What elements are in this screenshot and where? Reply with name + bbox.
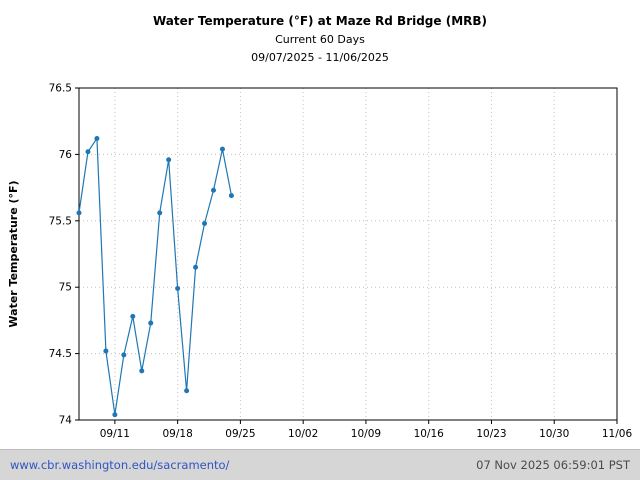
y-tick-label: 74 [59, 415, 73, 427]
x-tick-label: 11/06 [602, 428, 633, 440]
chart-header: Water Temperature (°F) at Maze Rd Bridge… [0, 12, 640, 67]
y-tick-label: 75.5 [49, 215, 72, 227]
x-tick-label: 09/25 [225, 428, 255, 440]
x-tick-label: 10/23 [476, 428, 506, 440]
footer-timestamp: 07 Nov 2025 06:59:01 PST [476, 458, 630, 472]
water-temperature-chart: 74 74.5 75 75.5 76 76.5 09/11 09/18 09/25 10/02 10… [7, 83, 633, 441]
chart-line [78, 136, 233, 415]
chart-subtitle: Current 60 Days [275, 33, 365, 46]
data-point [121, 352, 127, 358]
x-tick-label: 10/09 [351, 428, 381, 440]
data-point [228, 193, 234, 199]
footer-link[interactable]: www.cbr.washington.edu/sacramento/ [10, 458, 230, 472]
y-tick-label: 74.5 [49, 348, 72, 360]
x-tick-label: 10/16 [414, 428, 445, 440]
y-tick-label: 76 [59, 149, 73, 161]
data-point [130, 313, 136, 319]
chart-date-range: 09/07/2025 - 11/06/2025 [251, 51, 389, 64]
data-point [112, 412, 118, 418]
data-point [148, 320, 154, 326]
data-point [94, 135, 100, 141]
plot-border [78, 87, 618, 421]
data-point [211, 187, 216, 193]
x-tick-label: 10/30 [539, 428, 569, 440]
chart-title: Water Temperature (°F) at Maze Rd Bridge… [152, 14, 488, 28]
data-point [76, 210, 82, 216]
data-point [184, 388, 190, 394]
data-point [166, 157, 172, 163]
y-tick-label: 75 [59, 282, 72, 294]
data-point [157, 210, 163, 216]
data-point [202, 220, 208, 226]
data-point [85, 149, 91, 155]
data-point [193, 264, 199, 270]
data-point [139, 368, 145, 374]
data-point [103, 348, 109, 354]
data-point [175, 286, 181, 292]
footer-bar: www.cbr.washington.edu/sacramento/ 07 No… [0, 449, 640, 480]
y-tick-label: 76.5 [49, 83, 72, 95]
y-axis-label: Water Temperature (°F) [7, 180, 20, 327]
x-tick-label: 09/18 [163, 428, 193, 440]
x-tick-label: 09/11 [100, 428, 130, 440]
x-tick-label: 10/02 [288, 428, 318, 440]
data-point [219, 146, 225, 152]
